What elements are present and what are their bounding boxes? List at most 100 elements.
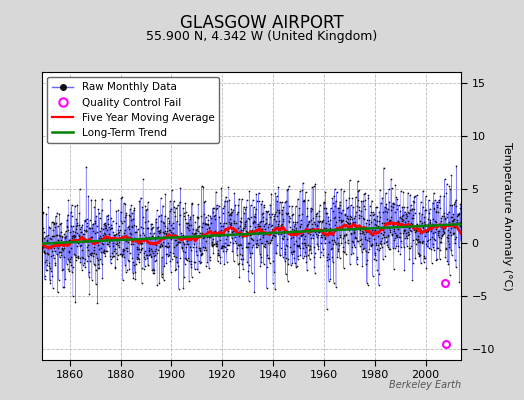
Point bbox=[79, 234, 87, 240]
Point bbox=[105, 224, 113, 230]
Point bbox=[246, 250, 254, 256]
Point bbox=[167, 235, 176, 242]
Point bbox=[284, 210, 292, 216]
Point bbox=[452, 202, 461, 209]
Point bbox=[410, 199, 419, 206]
Point bbox=[265, 240, 274, 246]
Point bbox=[269, 280, 277, 287]
Point bbox=[413, 238, 422, 245]
Point bbox=[325, 220, 333, 227]
Point bbox=[195, 233, 203, 239]
Point bbox=[214, 252, 222, 258]
Point bbox=[76, 254, 84, 261]
Point bbox=[431, 219, 440, 225]
Point bbox=[412, 228, 420, 234]
Point bbox=[355, 212, 364, 218]
Point bbox=[361, 206, 369, 212]
Point bbox=[348, 216, 356, 222]
Point bbox=[252, 206, 260, 212]
Point bbox=[292, 238, 300, 244]
Point bbox=[353, 237, 362, 244]
Point bbox=[200, 234, 208, 240]
Point bbox=[440, 229, 448, 235]
Point bbox=[77, 229, 85, 235]
Point bbox=[114, 238, 123, 245]
Point bbox=[139, 238, 148, 244]
Point bbox=[180, 274, 188, 280]
Point bbox=[223, 198, 232, 204]
Point bbox=[437, 218, 445, 224]
Point bbox=[293, 243, 301, 249]
Point bbox=[325, 256, 334, 263]
Point bbox=[72, 254, 81, 260]
Point bbox=[328, 254, 336, 260]
Point bbox=[350, 242, 358, 248]
Point bbox=[227, 219, 236, 226]
Point bbox=[395, 202, 403, 209]
Point bbox=[181, 216, 190, 222]
Point bbox=[313, 222, 321, 229]
Point bbox=[380, 240, 388, 246]
Point bbox=[85, 291, 94, 298]
Point bbox=[160, 220, 168, 226]
Point bbox=[39, 225, 48, 231]
Point bbox=[412, 222, 420, 228]
Point bbox=[130, 204, 138, 211]
Point bbox=[421, 254, 429, 261]
Point bbox=[144, 218, 152, 224]
Point bbox=[371, 227, 379, 233]
Point bbox=[135, 256, 143, 262]
Point bbox=[178, 248, 187, 254]
Point bbox=[356, 235, 365, 242]
Point bbox=[53, 223, 62, 230]
Point bbox=[413, 236, 421, 243]
Point bbox=[147, 226, 155, 232]
Point bbox=[296, 224, 304, 230]
Point bbox=[441, 216, 449, 222]
Point bbox=[451, 257, 459, 263]
Point bbox=[396, 251, 405, 257]
Point bbox=[272, 206, 281, 213]
Point bbox=[101, 220, 109, 226]
Point bbox=[390, 237, 398, 243]
Point bbox=[257, 254, 266, 260]
Point bbox=[146, 236, 154, 242]
Point bbox=[246, 232, 254, 238]
Point bbox=[402, 230, 410, 236]
Point bbox=[140, 266, 148, 272]
Point bbox=[174, 235, 183, 241]
Point bbox=[427, 222, 435, 228]
Point bbox=[216, 229, 225, 236]
Point bbox=[49, 252, 57, 258]
Point bbox=[86, 258, 94, 265]
Point bbox=[84, 247, 92, 253]
Point bbox=[180, 241, 189, 247]
Point bbox=[242, 233, 250, 239]
Point bbox=[272, 193, 281, 200]
Point bbox=[88, 250, 96, 256]
Point bbox=[185, 237, 194, 244]
Point bbox=[301, 189, 310, 195]
Point bbox=[55, 232, 63, 238]
Point bbox=[341, 230, 350, 237]
Point bbox=[390, 266, 398, 272]
Point bbox=[137, 246, 145, 253]
Point bbox=[363, 257, 371, 263]
Point bbox=[42, 238, 51, 244]
Point bbox=[282, 255, 290, 262]
Point bbox=[355, 207, 363, 214]
Point bbox=[447, 225, 455, 232]
Point bbox=[380, 234, 389, 240]
Point bbox=[249, 204, 258, 210]
Point bbox=[329, 200, 337, 206]
Point bbox=[269, 258, 277, 264]
Point bbox=[234, 202, 243, 208]
Point bbox=[436, 205, 444, 211]
Point bbox=[379, 231, 387, 238]
Point bbox=[237, 219, 246, 225]
Point bbox=[425, 224, 433, 230]
Point bbox=[75, 238, 83, 244]
Point bbox=[175, 238, 183, 245]
Point bbox=[377, 238, 385, 244]
Point bbox=[287, 231, 296, 238]
